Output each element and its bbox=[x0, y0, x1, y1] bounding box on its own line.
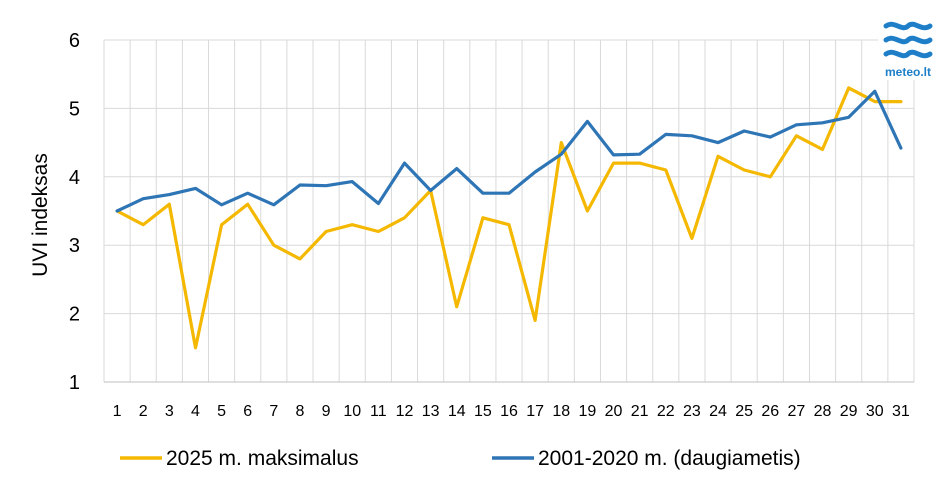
legend-label: 2001-2020 m. (daugiametis) bbox=[538, 447, 801, 470]
x-tick-label: 24 bbox=[709, 403, 727, 420]
x-tick-label: 2 bbox=[139, 403, 148, 420]
x-tick-label: 23 bbox=[683, 403, 701, 420]
x-tick-label: 6 bbox=[243, 403, 252, 420]
x-tick-label: 15 bbox=[474, 403, 492, 420]
x-tick-label: 22 bbox=[657, 403, 675, 420]
x-tick-label: 29 bbox=[840, 403, 858, 420]
x-tick-label: 5 bbox=[217, 403, 226, 420]
series-lines bbox=[115, 86, 903, 350]
x-tick-label: 21 bbox=[631, 403, 649, 420]
y-tick-label: 2 bbox=[69, 304, 80, 326]
meteo-logo: meteo.lt bbox=[878, 18, 938, 80]
x-tick-label: 8 bbox=[296, 403, 305, 420]
x-tick-label: 28 bbox=[814, 403, 832, 420]
y-tick-label: 6 bbox=[69, 30, 80, 52]
x-tick-label: 4 bbox=[191, 403, 200, 420]
y-tick-label: 4 bbox=[69, 167, 80, 189]
logo-text: meteo.lt bbox=[885, 65, 931, 79]
x-tick-label: 26 bbox=[761, 403, 779, 420]
legend: 2025 m. maksimalus 2001-2020 m. (daugiame… bbox=[120, 447, 801, 470]
legend-label: 2025 m. maksimalus bbox=[166, 447, 359, 470]
x-tick-label: 20 bbox=[605, 403, 623, 420]
y-axis-label: UVI indeksas bbox=[29, 153, 52, 277]
x-tick-label: 1 bbox=[113, 403, 122, 420]
x-tick-label: 13 bbox=[422, 403, 440, 420]
x-tick-label: 10 bbox=[343, 403, 361, 420]
x-tick-label: 31 bbox=[892, 403, 910, 420]
x-tick-label: 25 bbox=[735, 403, 753, 420]
waves-icon bbox=[883, 21, 933, 59]
x-tick-labels: 1 2 3 4 5 6 7 8 9 10 11 12 13 14 15 16 17 18 19 20 21 22 23 24 2… bbox=[113, 403, 910, 420]
y-tick-labels: 1 2 3 4 5 6 bbox=[69, 30, 80, 394]
x-tick-label: 14 bbox=[448, 403, 466, 420]
series-line-1 bbox=[115, 86, 903, 350]
x-tick-label: 9 bbox=[322, 403, 331, 420]
x-tick-label: 19 bbox=[578, 403, 596, 420]
x-tick-label: 12 bbox=[396, 403, 414, 420]
x-tick-label: 27 bbox=[788, 403, 806, 420]
y-tick-label: 5 bbox=[69, 98, 80, 120]
x-tick-label: 16 bbox=[500, 403, 518, 420]
y-tick-label: 3 bbox=[69, 235, 80, 257]
x-tick-label: 3 bbox=[165, 403, 174, 420]
x-tick-label: 7 bbox=[269, 403, 278, 420]
x-tick-label: 18 bbox=[552, 403, 570, 420]
x-tick-label: 11 bbox=[370, 403, 387, 420]
series-line-2 bbox=[115, 89, 903, 213]
y-tick-label: 1 bbox=[69, 372, 80, 394]
x-tick-label: 17 bbox=[526, 403, 544, 420]
x-tick-label: 30 bbox=[866, 403, 884, 420]
gridlines bbox=[103, 39, 915, 383]
